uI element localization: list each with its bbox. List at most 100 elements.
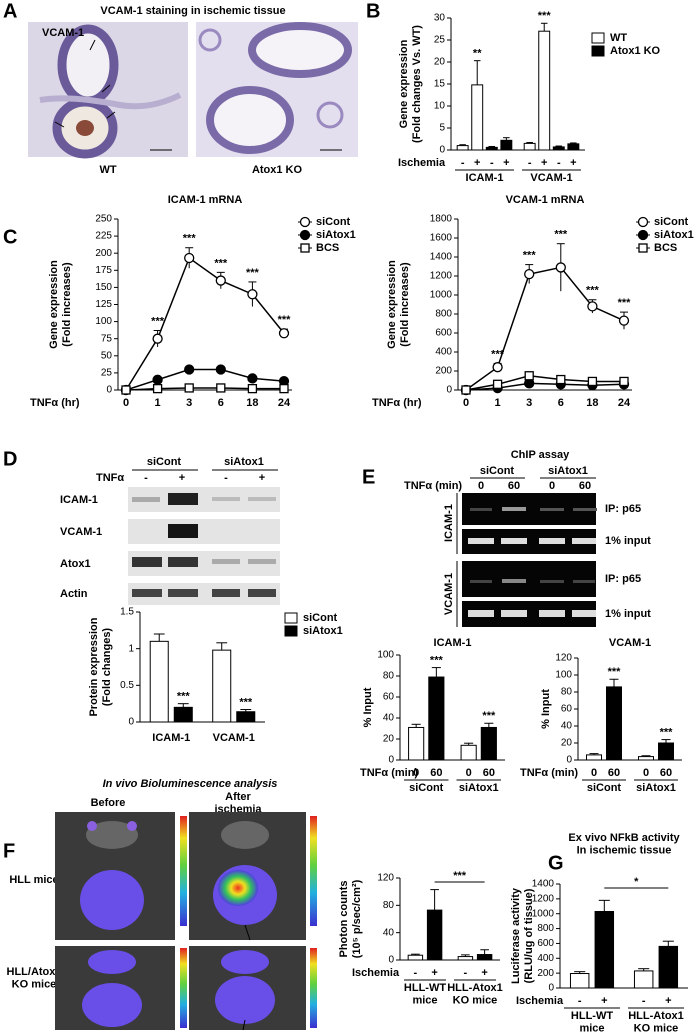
bar [471, 84, 484, 151]
group-label: HLL-Atox1 KO mice [628, 1010, 684, 1035]
x-tick-label: - [490, 157, 494, 169]
point [279, 383, 289, 394]
chart-title: Ex vivo NFkB activity In ischemic tissue [568, 832, 680, 857]
bar [523, 142, 536, 151]
significance-label: *** [183, 233, 197, 245]
chart-title: VCAM-1 [609, 637, 651, 649]
x-axis-label: TNFα (min) [520, 767, 578, 779]
bar [236, 711, 256, 723]
bar [552, 146, 565, 151]
x-axis-label: TNFα (hr) [30, 397, 80, 409]
bar [460, 744, 477, 761]
legend-label: siCont [316, 216, 351, 228]
y-tick-label: 40 [383, 713, 395, 724]
point [152, 333, 163, 344]
y-tick-label: 0 [106, 385, 112, 396]
y-tick-label: 60 [561, 704, 573, 715]
significance-label: *** [482, 710, 496, 722]
point [216, 383, 226, 393]
x-tick-label: 60 [483, 767, 495, 779]
y-tick-label: 400 [435, 347, 452, 358]
panel-title: VCAM-1 staining in ischemic tissue [100, 5, 285, 17]
series-line [125, 368, 285, 391]
y-axis-label: Photon counts [338, 881, 350, 958]
text-line: mice [579, 1023, 604, 1035]
x-tick-label: 60 [608, 767, 620, 779]
significance-label: *** [608, 666, 622, 678]
treatment-sign: + [259, 472, 265, 484]
bar [594, 910, 615, 989]
condition-label: siCont [147, 456, 182, 468]
legend-label: siCont [654, 216, 689, 228]
y-tick-label: 0 [128, 717, 134, 728]
y-tick-label: 120 [555, 653, 572, 664]
group-label: ICAM-1 [466, 172, 504, 184]
point [556, 374, 566, 385]
y-tick-label: 20 [434, 57, 446, 68]
time-label: 0 [478, 480, 484, 492]
group-label: ICAM-1 [152, 732, 190, 744]
y-tick-label: 60 [383, 692, 395, 703]
group-label: siCont [409, 782, 444, 794]
x-tick-label: 0 [413, 767, 419, 779]
x-axis-label: TNFα (hr) [372, 397, 422, 409]
point [461, 385, 471, 395]
y-axis-label: % Input [540, 689, 552, 729]
y-tick-label: 25 [101, 368, 113, 379]
y-tick-label: 75 [101, 333, 113, 344]
x-tick-label: 6 [218, 397, 224, 409]
x-tick-label: 0 [643, 767, 649, 779]
text-line: KO mice [453, 995, 498, 1007]
y-axis-label: (Fold increases) [61, 262, 73, 347]
blot-image [128, 487, 280, 605]
point [619, 376, 629, 387]
bar [173, 706, 193, 723]
bar [606, 686, 622, 761]
y-tick-label: 200 [435, 366, 452, 377]
histology-image [196, 22, 358, 157]
significance-label: *** [246, 267, 260, 279]
y-tick-label: 0.5 [120, 680, 134, 691]
point [247, 289, 258, 300]
y-tick-label: 40 [561, 721, 573, 732]
x-axis-label: Ischemia [516, 995, 564, 1007]
significance-label: *** [214, 257, 228, 269]
chart-title: VCAM-1 mRNA [506, 194, 585, 206]
x-axis-label: TNFα (min) [360, 767, 418, 779]
y-tick-label: 600 [537, 938, 554, 949]
y-tick-label: 10 [434, 101, 446, 112]
text-line: Ex vivo NFkB activity [568, 832, 680, 844]
panel-letter: D [3, 448, 17, 470]
x-tick-label: 24 [618, 397, 631, 409]
x-tick-label: - [461, 157, 465, 169]
legend-swatch [591, 32, 605, 44]
significance-label: *** [586, 285, 600, 297]
x-tick-label: + [601, 995, 607, 1007]
x-tick-label: 6 [558, 397, 564, 409]
y-tick-label: 1800 [430, 214, 453, 225]
x-axis-label: Ischemia [398, 157, 446, 169]
legend-marker [637, 229, 649, 241]
y-axis-label: (Fold changes) [101, 628, 113, 707]
stain-label: VCAM-1 [42, 27, 84, 39]
x-tick-label: - [642, 995, 646, 1007]
y-tick-label: 125 [95, 299, 112, 310]
point [492, 379, 503, 389]
panel-letter: E [362, 466, 375, 488]
point [184, 252, 195, 264]
x-tick-label: - [464, 967, 468, 979]
y-axis-label: (Fold changes Vs. WT) [411, 25, 423, 143]
x-tick-label: + [665, 995, 671, 1007]
point [121, 385, 131, 395]
image-caption: WT [99, 164, 116, 176]
y-tick-label: 200 [537, 968, 554, 979]
y-tick-label: 1.5 [120, 607, 134, 618]
x-tick-label: 1 [495, 397, 501, 409]
y-tick-label: 200 [95, 248, 112, 259]
panel-letter: G [548, 852, 564, 874]
legend-label: siAtox1 [303, 625, 343, 637]
bar [456, 145, 469, 151]
bar [500, 139, 513, 151]
y-tick-label: 1200 [532, 893, 555, 904]
y-tick-label: 0 [548, 983, 554, 994]
